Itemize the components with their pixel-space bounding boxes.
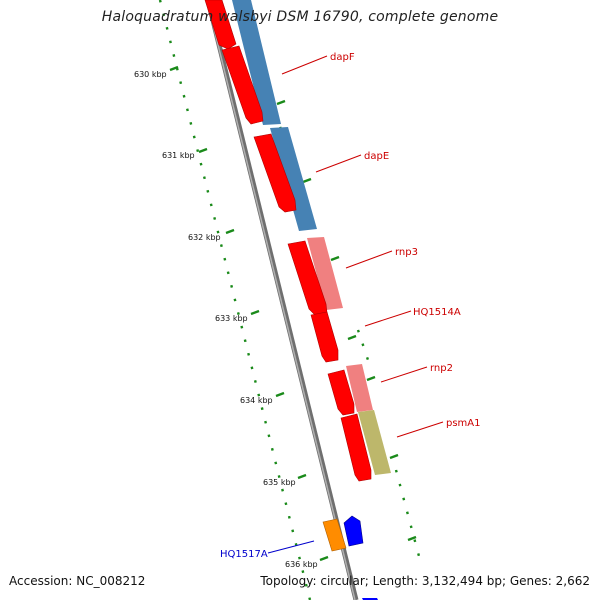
cds-arrow [221,45,264,125]
gene-labels: dapF dapE rnp3 HQ1514A rnp2 psmA1 HQ1517… [220,52,481,560]
ruler-major-ticks [169,65,417,562]
kbp-label-632: 632 kbp [188,233,221,242]
gene-label-dapF[interactable]: dapF [330,52,355,63]
accession-text: Accession: NC_008212 [9,574,146,588]
gene-label-rnp3[interactable]: rnp3 [395,247,418,258]
kbp-label-635: 635 kbp [263,478,296,487]
ruler-inner-dots [158,0,312,600]
feature-blue-dapE [270,127,317,231]
feature-orange-HQ1517A [322,518,347,552]
cds-arrow [340,413,372,482]
ruler-outer-dots [394,469,422,561]
kbp-label-630: 630 kbp [134,70,167,79]
genome-backbone [205,0,359,600]
cds-arrow [310,311,339,363]
gene-label-psmA1[interactable]: psmA1 [446,418,481,429]
gene-leader-lines [267,55,444,554]
genome-backbone-highlight [206,0,356,600]
cds-arrow [204,0,237,50]
kbp-label-633: 633 kbp [215,314,248,323]
feature-blue-dapF [232,0,281,125]
kbp-label-636: 636 kbp [285,560,318,569]
cds-arrow [253,133,297,213]
kbp-label-631: 631 kbp [162,151,195,160]
feature-pink-rnp3 [307,237,343,310]
kbp-label-634: 634 kbp [240,396,273,405]
feature-track-cds [204,0,372,482]
ruler-labels: 630 kbp 631 kbp 632 kbp 633 kbp 634 kbp … [134,70,318,569]
cds-arrow [327,369,355,416]
ruler-outer-dots [356,329,370,361]
gene-label-rnp2[interactable]: rnp2 [430,363,453,374]
gene-label-dapE[interactable]: dapE [364,151,389,162]
gene-label-HQ1517A[interactable]: HQ1517A [220,549,268,560]
map-title: Haloquadratum walsbyi DSM 16790, complet… [101,9,499,25]
feature-track-outer [232,0,391,475]
feature-pink-rnp2 [346,364,373,412]
genome-summary-text: Topology: circular; Length: 3,132,494 bp… [260,574,590,588]
gene-label-HQ1514A[interactable]: HQ1514A [413,307,461,318]
feature-blue-arrow [343,515,364,547]
feature-khaki-psmA1 [358,410,391,475]
